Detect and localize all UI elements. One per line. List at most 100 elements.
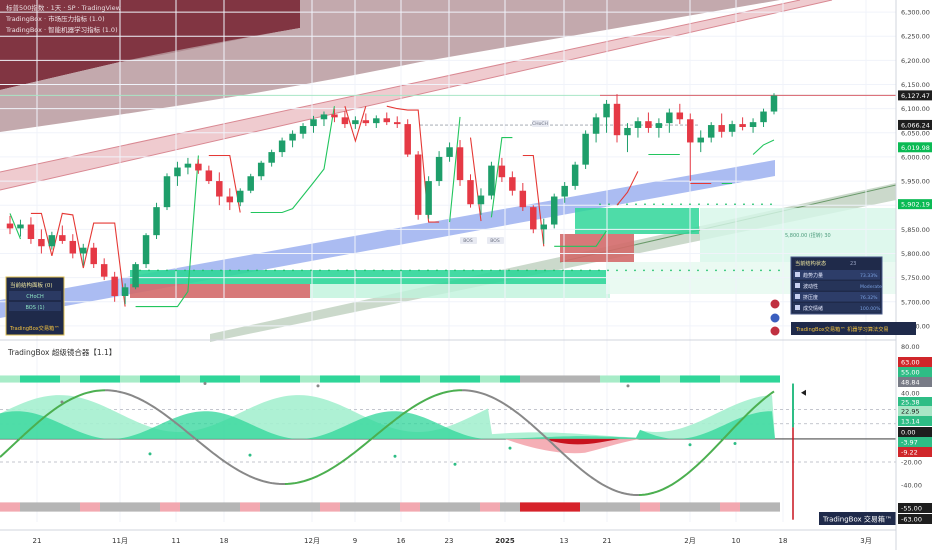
dotted-support: [436, 269, 438, 272]
dotted-support: [355, 269, 357, 272]
dotted-support: [688, 269, 690, 272]
dollar-icon: [795, 305, 800, 310]
candle: [111, 271, 118, 302]
ob-band: [640, 375, 660, 383]
candle: [676, 103, 684, 125]
ob-band: [140, 375, 160, 383]
dotted-support: [535, 269, 537, 272]
candle-body: [90, 247, 97, 265]
channel-edge-top: [0, 0, 801, 173]
structure-panel-row: [9, 291, 61, 300]
osc-tag-label: 25.38: [901, 399, 920, 407]
candle: [624, 123, 631, 153]
dotted-support: [382, 269, 384, 272]
candle-body: [132, 264, 139, 288]
os-band: [760, 502, 780, 512]
candle-body: [435, 156, 443, 182]
dotted-support: [733, 269, 735, 272]
ob-band: [500, 375, 520, 383]
os-band: [140, 502, 160, 512]
candle-body: [655, 123, 663, 128]
status-panel-row-value: 76.32%: [860, 295, 878, 301]
ob-band: [700, 375, 720, 383]
candle-body: [603, 103, 610, 118]
candle: [373, 115, 380, 128]
os-band: [0, 502, 20, 512]
ob-band: [660, 375, 680, 383]
candle: [174, 161, 181, 186]
price-tag: [898, 199, 932, 210]
dotted-support: [319, 269, 321, 272]
candle-body: [613, 103, 621, 136]
dotted-support: [292, 269, 294, 272]
candle: [404, 119, 411, 157]
structure-panel-row: [9, 302, 61, 311]
candle-body: [519, 190, 527, 208]
os-band: [400, 502, 420, 512]
dotted-support: [589, 269, 591, 272]
dotted-support: [490, 269, 492, 272]
smc-label: CHoCH: [532, 121, 548, 127]
candle-body: [289, 133, 296, 141]
structure-panel-title: 当前结构面板 (0): [10, 281, 53, 289]
header-line: TradingBox · 智能机器学习指标 (1.0): [5, 25, 118, 34]
candle-body: [341, 117, 349, 125]
candle-body: [414, 154, 422, 215]
candle: [488, 161, 495, 200]
candle: [687, 113, 694, 182]
y-tick-label: 6,100.00: [901, 105, 930, 113]
x-tick-label: 16: [397, 537, 406, 545]
dotted-support: [761, 203, 763, 206]
osc-y-tick-label: -20.00: [901, 459, 922, 467]
signal-dot: [626, 384, 630, 388]
status-panel-row-label: 波动性: [803, 283, 818, 290]
flag-icon: [769, 325, 781, 337]
candle-body: [373, 118, 380, 124]
dotted-support: [274, 269, 276, 272]
candle-body: [310, 119, 317, 127]
price-tag: [898, 119, 932, 130]
dotted-support: [427, 269, 429, 272]
dotted-support: [769, 269, 771, 272]
candle: [69, 234, 77, 259]
os-band: [220, 502, 240, 512]
ob-band: [280, 375, 300, 383]
dotted-support: [626, 203, 628, 206]
order-block-green: [575, 208, 699, 234]
osc-tag: [898, 437, 932, 447]
candle: [707, 122, 715, 143]
osc-tag-label: -55.00: [901, 505, 922, 513]
trailing-stop-bull: [9, 106, 775, 308]
candle: [550, 193, 558, 229]
candle-body: [299, 126, 307, 134]
smc-label-bg: [460, 237, 477, 244]
dotted-support: [301, 269, 303, 272]
dotted-support: [689, 203, 691, 206]
dotted-support: [770, 203, 772, 206]
candle-body: [17, 224, 24, 229]
ob-band: [740, 375, 760, 383]
candle-body: [27, 224, 35, 240]
osc-y-tick-label: -40.00: [901, 482, 922, 490]
dotted-support: [715, 269, 717, 272]
candle: [289, 130, 296, 148]
dotted-support: [454, 269, 456, 272]
ob-band: [460, 375, 480, 383]
signal-dot: [508, 446, 512, 450]
x-tick-label: 2月: [684, 537, 695, 545]
resistance-band-upper: [0, 0, 780, 132]
candle-body: [739, 124, 746, 127]
candle: [561, 182, 568, 203]
status-panel-row: [793, 270, 880, 280]
structure-panel-row-label: BOS (1): [25, 305, 44, 311]
os-band: [700, 502, 720, 512]
supply-zone-dark: [0, 0, 300, 90]
candle-body: [728, 124, 736, 132]
dotted-support: [364, 269, 366, 272]
candle: [582, 130, 589, 169]
dotted-support: [175, 269, 177, 272]
smc-label: BOS: [490, 238, 500, 244]
dotted-support: [499, 269, 501, 272]
dotted-support: [760, 269, 762, 272]
